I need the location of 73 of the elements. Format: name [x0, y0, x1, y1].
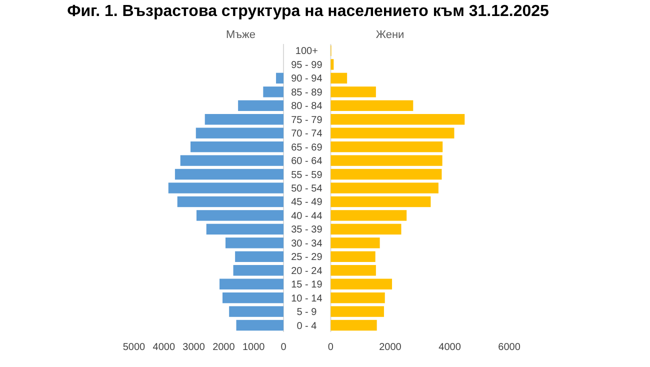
y-tick-label: 55 - 59 — [291, 170, 323, 181]
bar — [330, 59, 334, 70]
bar — [180, 155, 284, 166]
y-tick-label: 80 - 84 — [291, 101, 323, 112]
bar — [235, 251, 284, 262]
bar — [330, 320, 377, 331]
y-tick-label: 40 - 44 — [291, 210, 323, 222]
y-tick-label: 25 - 29 — [291, 252, 323, 264]
bar — [263, 86, 284, 98]
x-tick-label: 1000 — [242, 342, 266, 353]
bar — [330, 210, 407, 221]
y-tick-label: 0 - 4 — [296, 320, 318, 332]
bar — [330, 155, 442, 166]
bar — [206, 224, 284, 235]
y-tick-label: 70 - 74 — [291, 128, 323, 140]
y-tick-label: 15 - 19 — [291, 280, 323, 291]
x-tick-label: 2000 — [379, 342, 402, 353]
y-tick-label: 50 - 54 — [291, 184, 323, 194]
bar — [330, 86, 376, 98]
bar — [276, 72, 284, 84]
bar — [196, 128, 284, 138]
x-tick-label: 4000 — [438, 342, 462, 353]
bar — [330, 224, 402, 235]
bar — [225, 238, 284, 248]
x-tick-label: 2000 — [212, 342, 236, 353]
bar — [229, 306, 284, 317]
bar — [236, 320, 284, 331]
bar — [222, 292, 284, 304]
bar — [330, 128, 454, 138]
bar — [330, 72, 348, 84]
y-tick-label: 10 - 14 — [291, 293, 323, 304]
y-tick-label: 75 - 79 — [291, 114, 323, 126]
x-tick-label: 4000 — [152, 342, 176, 353]
chart-title: Фиг. 1. Възрастова структура на населението към 31.12.2025 — [67, 3, 550, 20]
bar — [190, 141, 284, 152]
y-tick-label: 20 - 24 — [291, 266, 323, 277]
bar — [196, 210, 284, 221]
y-tick-label: 30 - 34 — [291, 238, 323, 250]
bar — [220, 278, 284, 290]
y-tick-label: 60 - 64 — [291, 156, 323, 168]
x-tick-label: 0 — [280, 342, 287, 353]
bar — [233, 265, 284, 276]
y-tick-label: 100+ — [295, 46, 318, 58]
bar — [330, 238, 380, 248]
y-tick-label: 45 - 49 — [291, 197, 323, 208]
bar — [330, 182, 438, 194]
chart-subtitle: Жени — [376, 29, 404, 41]
bar — [330, 114, 465, 125]
bar — [330, 306, 384, 317]
y-tick-label: 95 - 99 — [291, 60, 323, 71]
bar — [330, 100, 414, 111]
bar — [204, 114, 284, 125]
y-tick-label: 85 - 89 — [291, 87, 323, 98]
bar — [330, 141, 443, 152]
x-tick-label: 6000 — [498, 342, 521, 353]
y-tick-label: 5 - 9 — [296, 307, 318, 318]
bar — [330, 168, 442, 180]
bar — [238, 100, 284, 111]
bar — [330, 278, 392, 290]
x-tick-label: 5000 — [122, 342, 146, 353]
bar — [168, 182, 284, 194]
x-tick-label: 0 — [328, 342, 334, 353]
bar — [177, 196, 284, 208]
bar — [330, 265, 376, 276]
y-tick-label: 35 - 39 — [291, 224, 323, 236]
bar — [330, 292, 385, 304]
y-tick-label: 65 - 69 — [291, 142, 323, 154]
bar — [330, 251, 376, 262]
x-tick-label: 3000 — [182, 342, 206, 353]
bar — [174, 168, 284, 180]
bar — [330, 196, 431, 208]
y-tick-label: 90 - 94 — [291, 74, 323, 85]
chart-subtitle: Мъже — [226, 29, 256, 41]
